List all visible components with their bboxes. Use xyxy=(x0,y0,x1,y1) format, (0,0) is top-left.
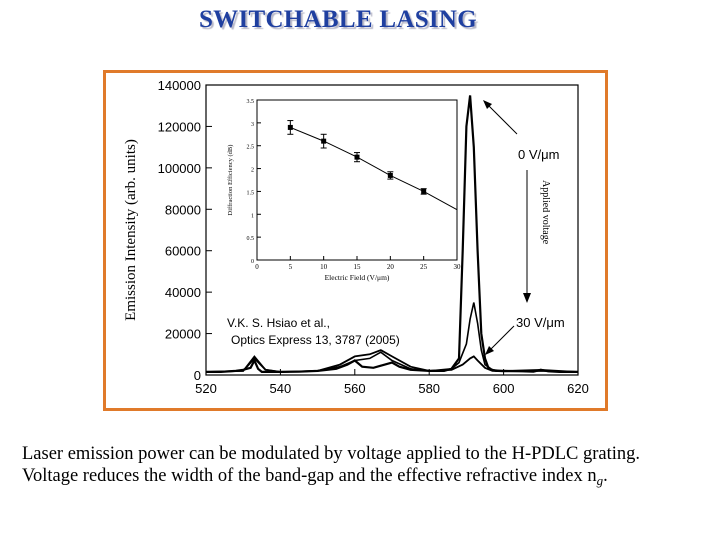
inset-x-tick-label: 25 xyxy=(420,263,428,271)
y-tick-label: 40000 xyxy=(165,285,201,300)
slide-caption: Laser emission power can be modulated by… xyxy=(22,443,712,492)
y-tick-label: 80000 xyxy=(165,202,201,217)
x-tick-label: 560 xyxy=(344,381,366,396)
inset-x-tick-label: 0 xyxy=(255,263,259,271)
citation-author: V.K. S. Hsiao et al., xyxy=(227,316,330,330)
y-axis-label: Emission Intensity (arb. units) xyxy=(123,139,139,321)
inset-point xyxy=(321,138,327,144)
x-tick-label: 600 xyxy=(493,381,515,396)
plot-area-frame xyxy=(205,84,579,376)
inset-x-tick-label: 20 xyxy=(387,263,395,271)
inset-y-tick-label: 2.5 xyxy=(247,145,255,151)
inset-x-tick-label: 10 xyxy=(320,263,328,271)
x-tick-label: 580 xyxy=(418,381,440,396)
x-tick-label: 540 xyxy=(270,381,292,396)
inset-y-tick-label: 1 xyxy=(251,213,254,219)
inset-x-axis-label: Electric Field (V/μm) xyxy=(325,273,390,282)
slide-title: SWITCHABLE LASING xyxy=(198,6,478,33)
annotation-0v: 0 V/μm xyxy=(518,147,559,162)
caption-line-1: Laser emission power can be modulated by… xyxy=(22,444,641,464)
inset-point xyxy=(387,172,393,178)
caption-period: . xyxy=(603,466,608,486)
caption-line-2-text: Voltage reduces the width of the band-ga… xyxy=(22,466,597,486)
arrow-to-peak-head xyxy=(483,100,492,109)
inset-x-tick-label: 5 xyxy=(289,263,293,271)
inset-x-tick-label: 15 xyxy=(354,263,362,271)
annotation-30v: 30 V/μm xyxy=(516,315,565,330)
inset-y-tick-label: 2 xyxy=(251,168,254,174)
inset-y-tick-label: 0.5 xyxy=(247,236,255,242)
inset-point xyxy=(354,154,360,160)
caption-subscript: g xyxy=(596,473,604,488)
caption-line-2: Voltage reduces the width of the band-ga… xyxy=(22,465,712,492)
y-tick-label: 0 xyxy=(194,368,201,383)
y-tick-label: 120000 xyxy=(158,119,201,134)
citation-journal: Optics Express 13, 3787 (2005) xyxy=(231,333,400,347)
arrow-to-30v-line xyxy=(487,325,515,353)
voltage-arrow-head xyxy=(523,293,531,303)
inset-frame xyxy=(256,99,458,261)
inset-y-tick-label: 3 xyxy=(251,122,254,128)
series-line-2 xyxy=(205,349,579,373)
inset-point xyxy=(421,188,427,194)
arrow-to-peak-line xyxy=(485,102,518,135)
inset-y-tick-label: 0 xyxy=(251,259,254,265)
arrow-to-30v-head xyxy=(485,346,494,355)
x-tick-label: 620 xyxy=(567,381,589,396)
inset-y-tick-label: 3.5 xyxy=(247,99,255,105)
y-tick-label: 140000 xyxy=(158,78,201,93)
y-tick-label: 60000 xyxy=(165,244,201,259)
inset-y-axis-label: Diffraction Efficiency (dB) xyxy=(227,145,234,216)
x-tick-label: 520 xyxy=(195,381,217,396)
inset-x-tick-label: 30 xyxy=(454,263,462,271)
annotation-applied-voltage: Applied voltage xyxy=(540,180,551,245)
y-tick-label: 20000 xyxy=(165,327,201,342)
y-tick-label: 100000 xyxy=(158,161,201,176)
inset-line xyxy=(290,126,458,211)
inset-point xyxy=(287,124,293,130)
inset-y-tick-label: 1.5 xyxy=(247,190,255,196)
